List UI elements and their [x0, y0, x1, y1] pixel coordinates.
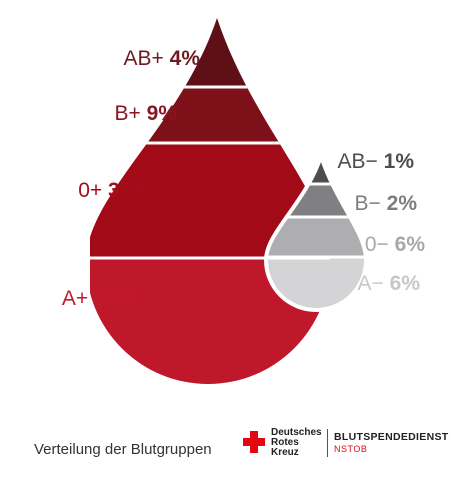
org-name-line: Kreuz	[271, 447, 299, 458]
blood-type-percent: 4%	[170, 47, 201, 70]
blood-type-name: B+	[115, 102, 147, 125]
negative-label: B− 2%	[355, 192, 418, 215]
drk-logo: Deutsches Rotes Kreuz BLUTSPENDEDIENST N…	[243, 427, 448, 461]
blood-type-name: A+	[62, 287, 94, 310]
service-region: NSTOB	[334, 444, 368, 454]
blood-type-name: AB−	[338, 150, 384, 173]
positive-label: B+ 9%	[115, 102, 178, 125]
positive-label: 0+ 35%	[78, 179, 150, 202]
positive-label: A+ 37%	[62, 287, 136, 310]
blood-type-name: A−	[358, 272, 390, 295]
org-name: Deutsches Rotes Kreuz	[271, 428, 322, 458]
blood-type-percent: 35%	[108, 179, 150, 202]
blood-type-percent: 1%	[384, 150, 415, 173]
blood-type-percent: 2%	[387, 192, 418, 215]
red-cross-icon	[243, 431, 265, 453]
negative-label: A− 6%	[358, 272, 421, 295]
chart-caption: Verteilung der Blutgruppen	[34, 441, 212, 458]
blood-type-name: 0+	[78, 179, 108, 202]
logo-divider	[327, 429, 328, 457]
negative-label: 0− 6%	[365, 233, 425, 256]
blood-type-percent: 9%	[147, 102, 178, 125]
blood-type-name: AB+	[124, 47, 170, 70]
blood-type-percent: 6%	[390, 272, 421, 295]
org-name-line: Deutsches	[271, 427, 322, 438]
blood-type-percent: 37%	[94, 287, 136, 310]
org-name-line: Rotes	[271, 437, 299, 448]
blood-type-percent: 6%	[395, 233, 426, 256]
service-name: BLUTSPENDEDIENST	[334, 431, 449, 443]
blood-type-name: 0−	[365, 233, 395, 256]
blood-type-name: B−	[355, 192, 387, 215]
positive-label: AB+ 4%	[124, 47, 201, 70]
negative-label: AB− 1%	[338, 150, 415, 173]
small-drop-outline	[263, 149, 369, 312]
